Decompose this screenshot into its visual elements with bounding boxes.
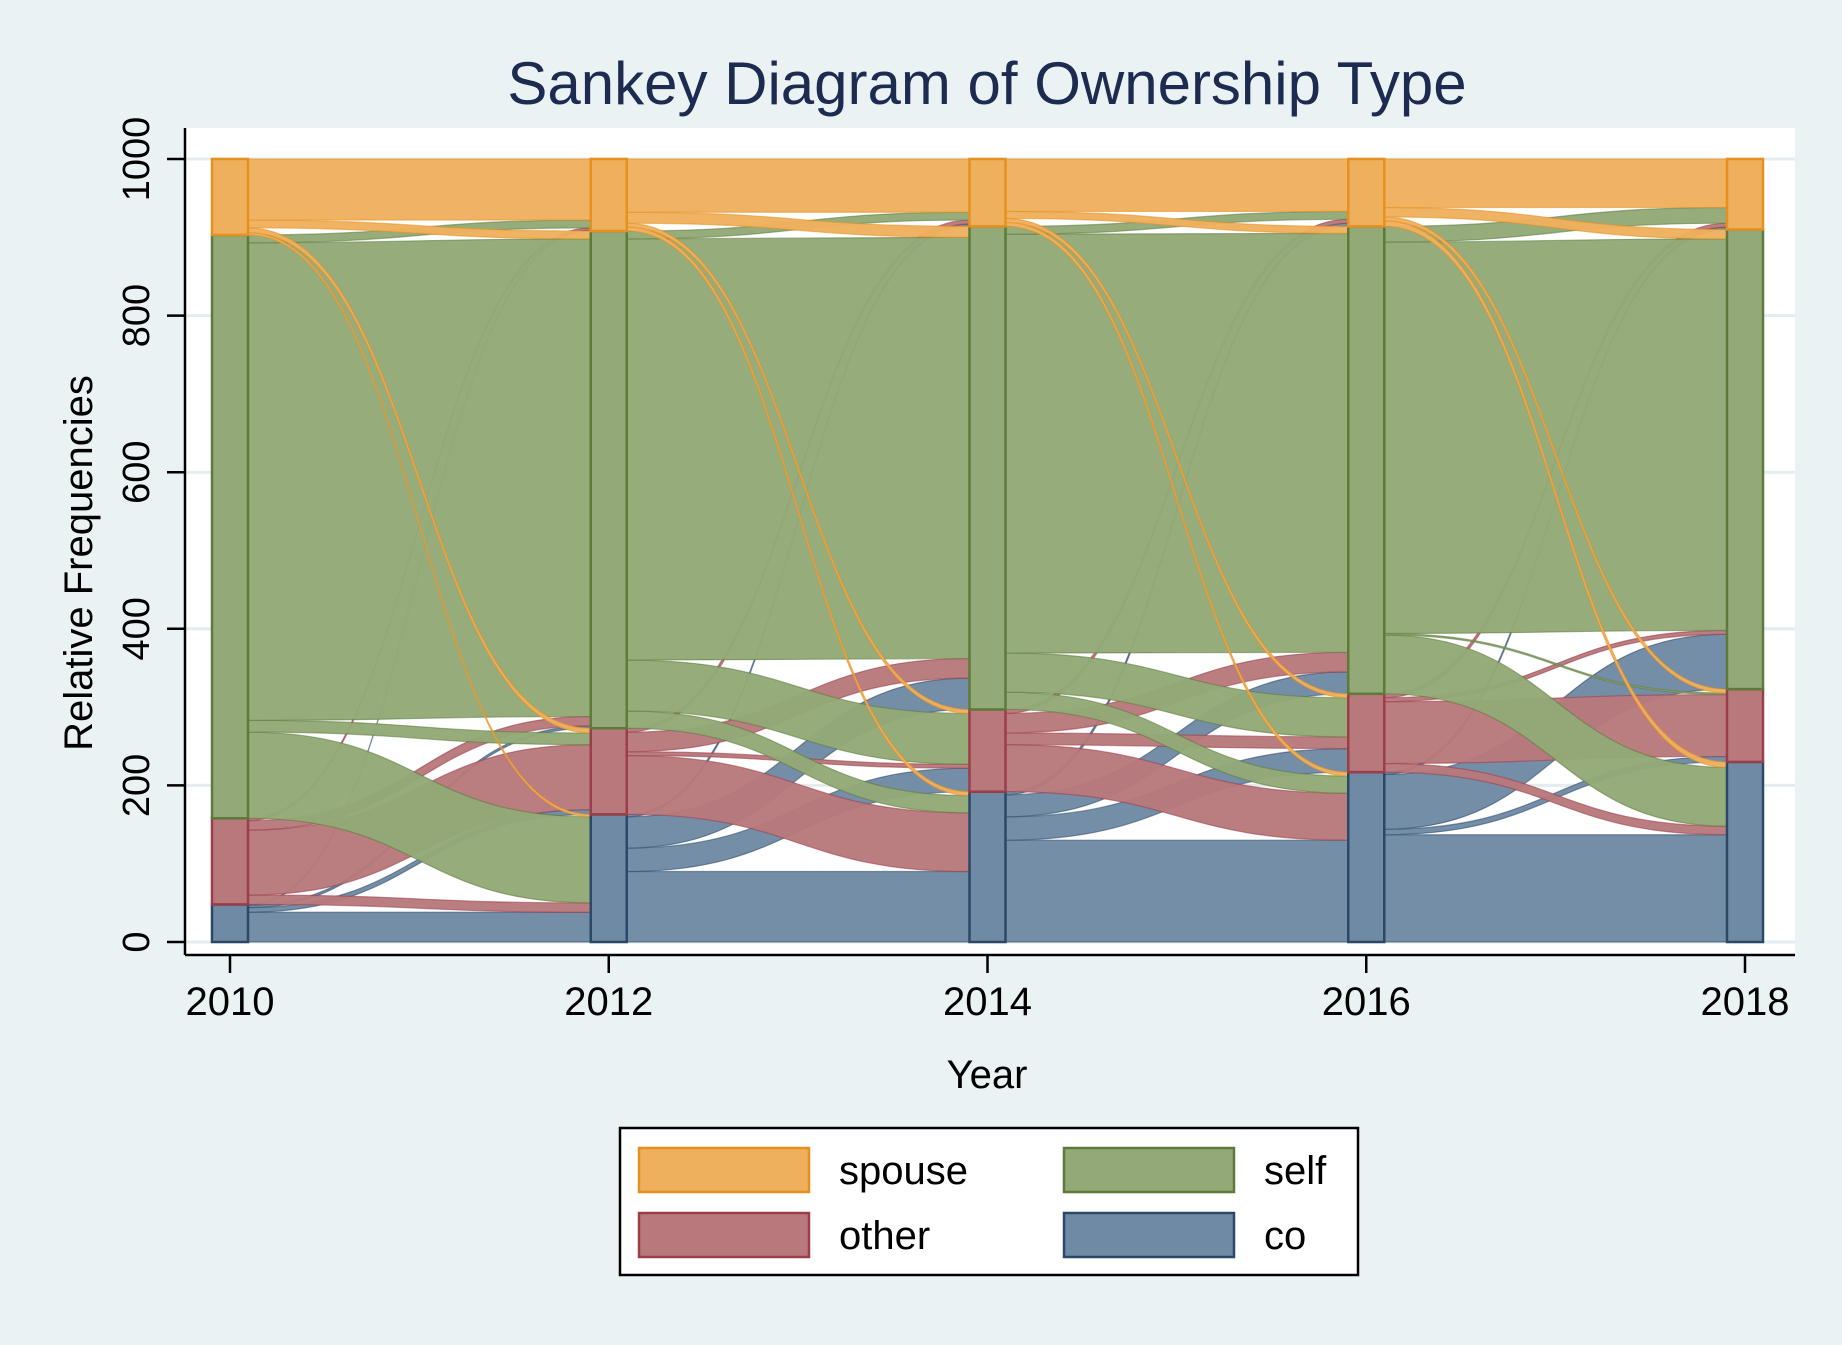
y-tick-label-400: 400 — [116, 597, 158, 660]
chart-title: Sankey Diagram of Ownership Type — [507, 50, 1466, 117]
flow-2012-self-to-self — [626, 236, 971, 661]
y-tick-label-800: 800 — [116, 284, 158, 347]
legend-label-other: other — [839, 1214, 930, 1258]
node-2010-other — [210, 817, 250, 906]
node-2010-co — [210, 903, 250, 944]
node-2016-self — [1347, 225, 1386, 696]
flow-2010-spouse-to-spouse — [247, 158, 592, 221]
legend-swatch-spouse — [637, 1146, 811, 1194]
y-tick-label-200: 200 — [116, 754, 158, 817]
y-axis-label: Relative Frequencies — [57, 375, 101, 751]
flow-2016-spouse-to-spouse — [1383, 158, 1728, 209]
x-tick-label-2010: 2010 — [186, 980, 275, 1024]
node-2016-co — [1347, 770, 1386, 944]
legend: spouse self other co — [618, 1126, 1360, 1277]
flow-2014-co-to-co — [1004, 839, 1349, 943]
node-2016-spouse — [1347, 157, 1386, 228]
node-2010-self — [210, 233, 250, 820]
node-2018-other — [1725, 687, 1765, 764]
flow-2012-spouse-to-spouse — [626, 158, 971, 213]
y-tick-label-600: 600 — [116, 440, 158, 503]
node-2014-spouse — [968, 157, 1007, 228]
x-tick-label-2012: 2012 — [564, 980, 653, 1024]
x-tick-label-2014: 2014 — [943, 980, 1032, 1024]
legend-label-self: self — [1264, 1149, 1327, 1193]
flow-2014-self-to-self — [1004, 232, 1349, 654]
node-2012-self — [589, 229, 628, 730]
node-2016-other — [1347, 692, 1386, 774]
x-tick-label-2016: 2016 — [1322, 980, 1411, 1024]
flow-2014-spouse-to-spouse — [1004, 158, 1349, 213]
node-2012-spouse — [589, 157, 628, 233]
node-2012-other — [589, 726, 628, 816]
x-axis-label: Year — [947, 1053, 1028, 1097]
node-2018-spouse — [1725, 157, 1765, 231]
flow-2016-co-to-co — [1383, 834, 1728, 943]
node-2018-co — [1725, 760, 1765, 944]
node-2012-co — [589, 813, 628, 944]
legend-swatch-self — [1062, 1146, 1236, 1194]
x-tick-label-2018: 2018 — [1701, 980, 1790, 1024]
axes: 0 200 400 600 800 1000 2010 2012 2014 2016 2018 — [116, 117, 1795, 1024]
legend-swatch-co — [1062, 1211, 1236, 1259]
node-2014-self — [968, 225, 1007, 711]
node-2014-co — [968, 790, 1007, 944]
node-2014-other — [968, 708, 1007, 793]
flow-2010-co-to-co — [247, 911, 592, 943]
flow-2016-self-to-self — [1383, 238, 1728, 635]
legend-label-spouse: spouse — [839, 1149, 968, 1193]
node-2018-self — [1725, 228, 1765, 691]
legend-label-co: co — [1264, 1214, 1306, 1258]
y-tick-label-0: 0 — [116, 931, 158, 952]
y-tick-label-1000: 1000 — [116, 117, 158, 202]
node-2010-spouse — [210, 157, 250, 237]
flow-2012-co-to-co — [626, 870, 971, 943]
node-bars — [210, 157, 1765, 944]
legend-swatch-other — [637, 1211, 811, 1259]
flow-bands — [247, 158, 1728, 943]
